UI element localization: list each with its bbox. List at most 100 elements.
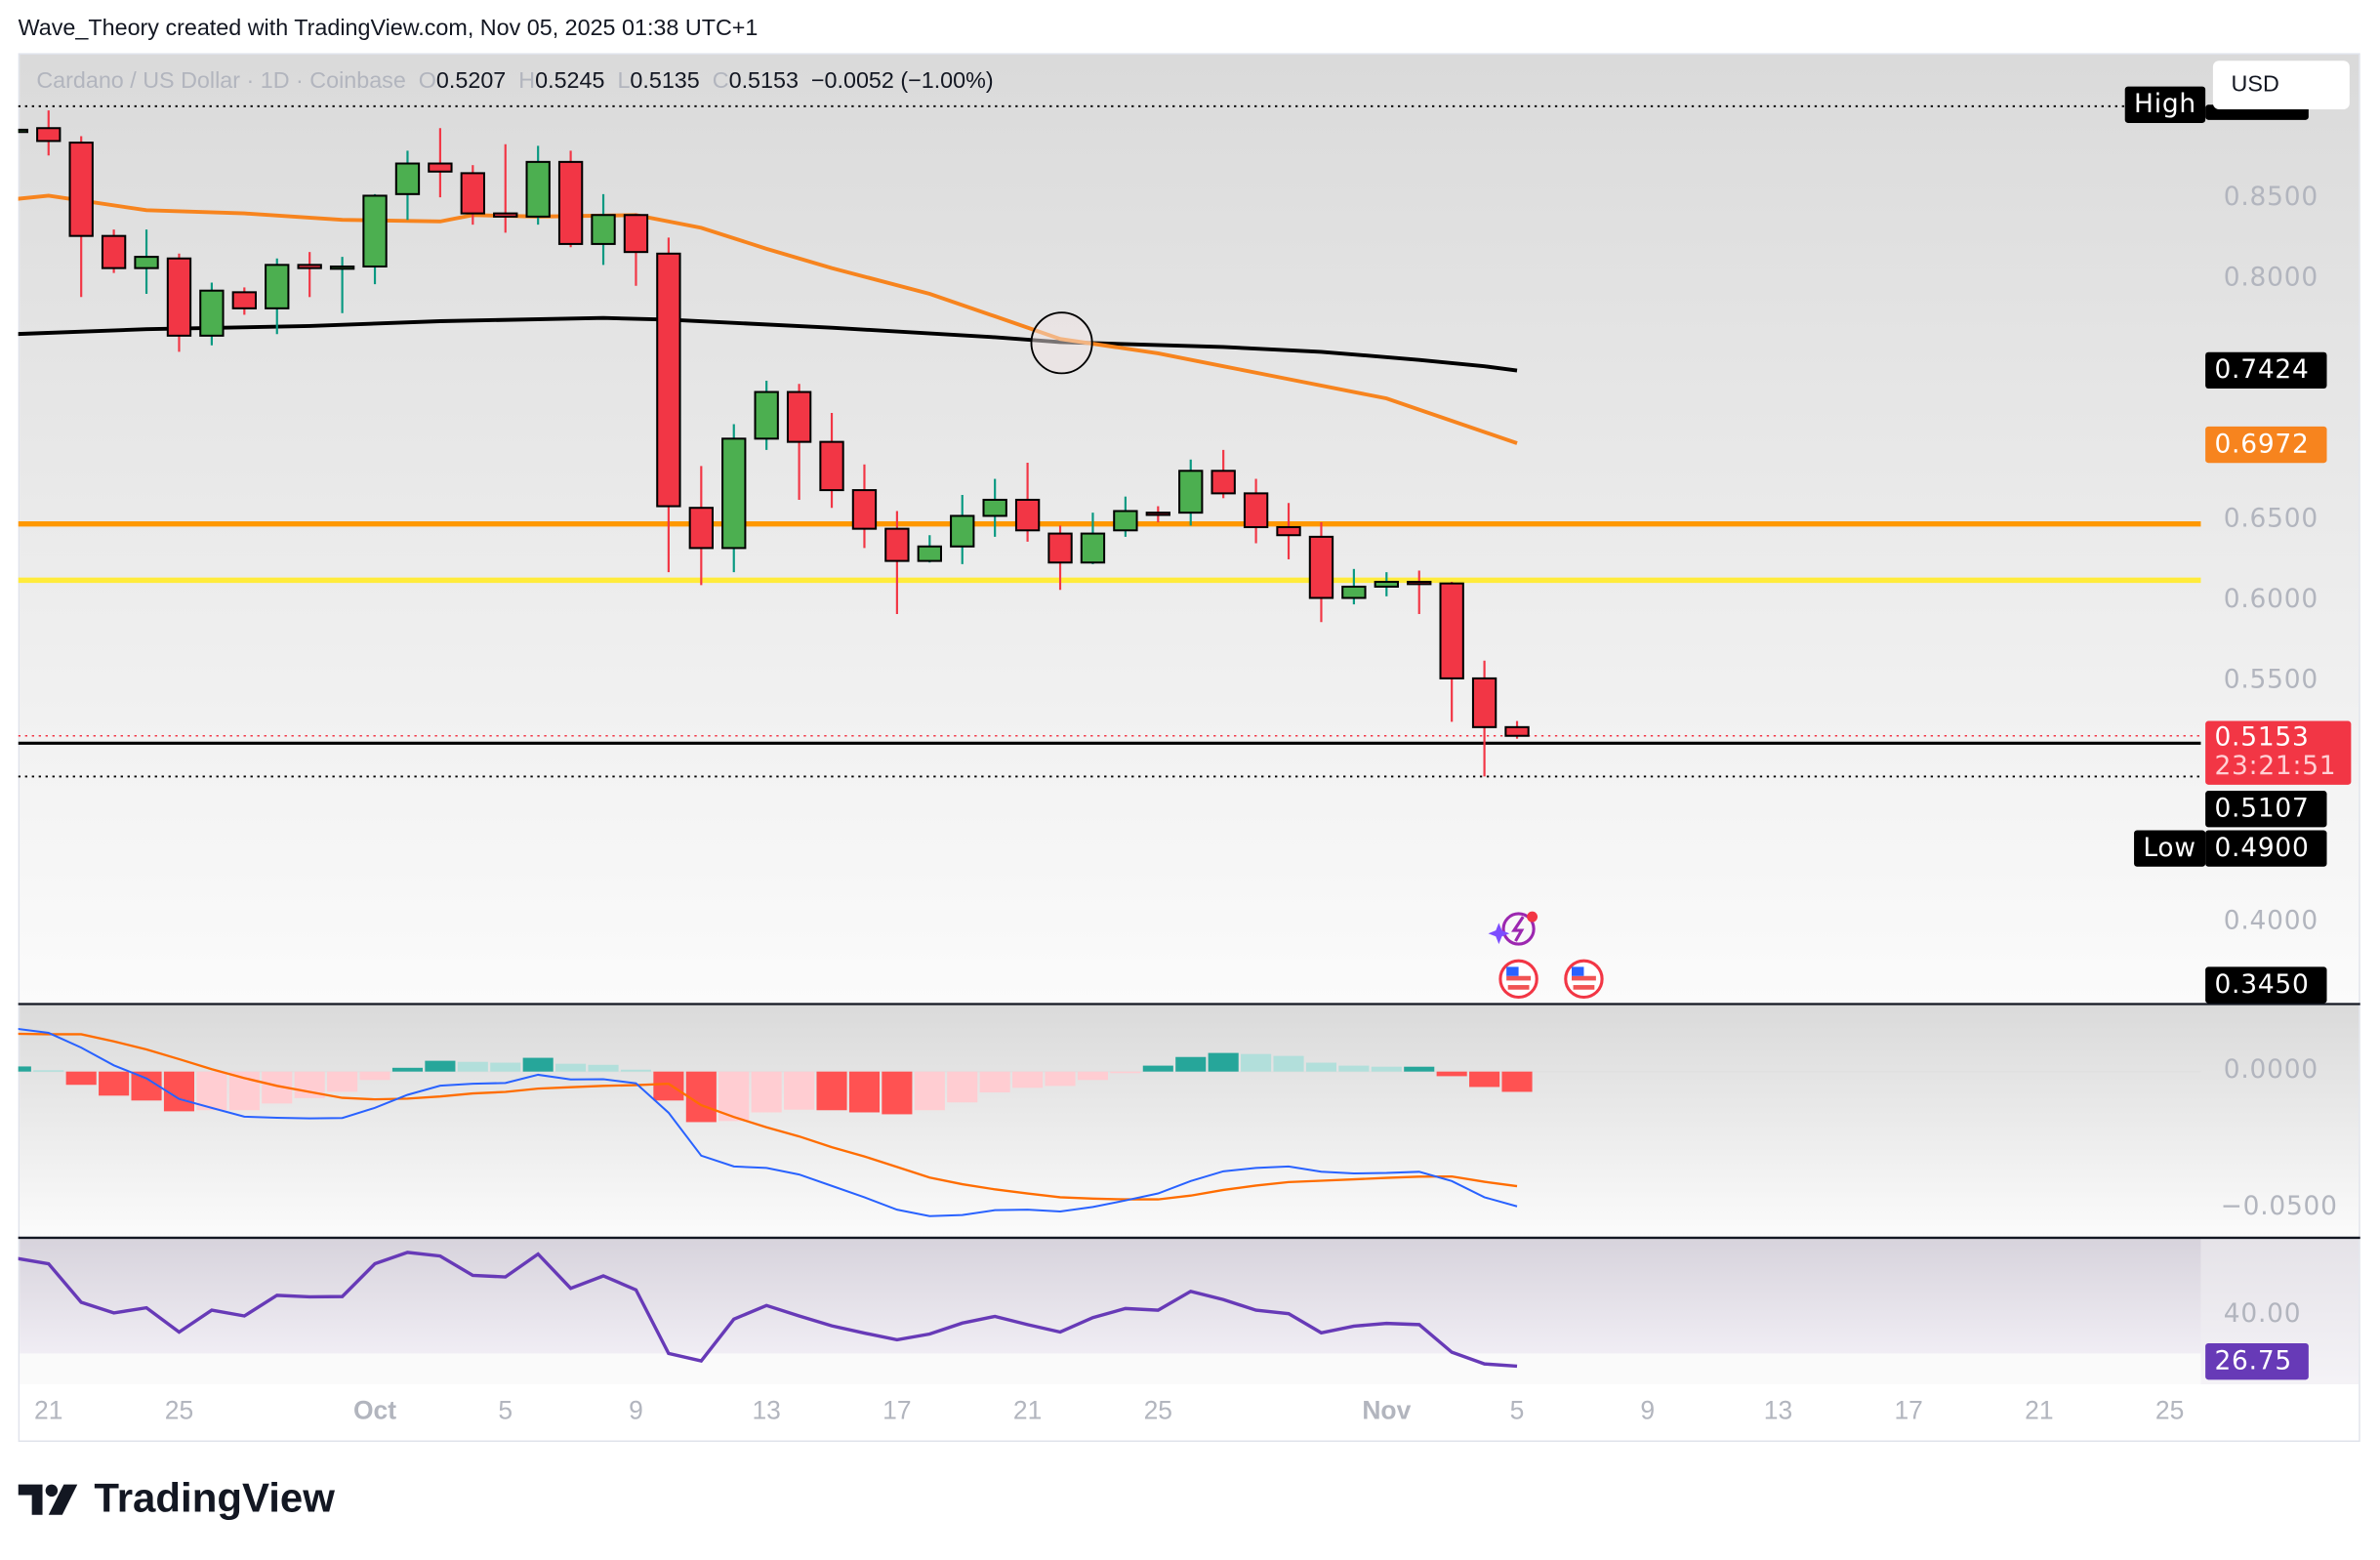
- candle: [884, 511, 910, 614]
- time-axis[interactable]: [20, 1383, 2359, 1441]
- candle-body: [362, 194, 388, 268]
- candle: [199, 282, 225, 346]
- candle-body: [819, 440, 844, 492]
- macd-histogram-bar: [620, 1069, 652, 1072]
- logo-text: TradingView: [94, 1475, 335, 1521]
- candle-body: [721, 437, 747, 550]
- time-axis-tick: 5: [498, 1396, 513, 1425]
- time-axis-tick: 13: [752, 1396, 781, 1425]
- macd-histogram-bar: [947, 1071, 978, 1103]
- macd-histogram-bar: [425, 1060, 456, 1072]
- bar-countdown: 23:21:51: [2214, 751, 2337, 782]
- candle-body: [1178, 470, 1204, 514]
- candle: [1178, 459, 1204, 526]
- macd-histogram-bar: [1338, 1065, 1370, 1072]
- macd-histogram-bar: [131, 1071, 162, 1101]
- candle-body: [297, 264, 322, 269]
- candle-body: [656, 252, 681, 508]
- us-flag-icon-canton: [1571, 966, 1584, 976]
- macd-histogram-bar: [391, 1067, 424, 1072]
- candle-body: [1439, 582, 1464, 679]
- candle: [623, 213, 649, 286]
- macd-histogram-bar: [18, 1066, 31, 1072]
- macd-axis-tick: 0.0000: [2223, 1054, 2318, 1086]
- time-axis-tick: 5: [1509, 1396, 1525, 1425]
- candle-body: [134, 256, 159, 269]
- macd-histogram-bar: [1208, 1052, 1239, 1072]
- candle: [1145, 506, 1170, 523]
- ma-fast-line: [18, 193, 1518, 445]
- candle-body: [982, 498, 1007, 517]
- price-series: [18, 104, 2201, 778]
- macd-histogram-bar: [914, 1071, 945, 1111]
- candle-body: [1014, 498, 1041, 532]
- time-axis-tick: 17: [882, 1396, 912, 1425]
- price-axis-tick: 0.6500: [2223, 504, 2318, 535]
- rsi-series: [18, 1251, 1518, 1369]
- candle-body: [950, 514, 975, 548]
- rsi-band: [20, 1238, 2201, 1354]
- last-price-label: 0.5153 23:21:51: [2205, 720, 2352, 785]
- candle: [68, 136, 94, 298]
- candle-body: [1243, 492, 1269, 528]
- event-markers[interactable]: [1488, 911, 1604, 1000]
- candle: [362, 193, 388, 285]
- macd-histogram-bar: [751, 1071, 782, 1113]
- candle: [786, 384, 812, 500]
- candle: [1374, 572, 1399, 596]
- candle: [166, 253, 192, 352]
- candle: [754, 381, 779, 450]
- macd-histogram-bar: [1501, 1071, 1533, 1092]
- candle: [656, 237, 681, 573]
- candle-body: [754, 390, 779, 440]
- time-axis-tick: 25: [2154, 1396, 2185, 1425]
- candle: [525, 145, 551, 226]
- candle-body: [493, 212, 518, 218]
- candle-body: [1080, 532, 1106, 564]
- earnings-flash-icon: [1488, 911, 1539, 946]
- symbol-legend[interactable]: Cardano / US Dollar · 1D · Coinbase O0.5…: [36, 68, 993, 94]
- candle: [36, 110, 62, 156]
- candle-body: [1341, 585, 1367, 599]
- ma-slow-price-label: 0.7424: [2205, 351, 2327, 390]
- low-tag: Low: [2134, 830, 2206, 867]
- macd-histogram-bar: [1371, 1066, 1402, 1072]
- candle: [1113, 496, 1138, 537]
- candle-body: [68, 142, 94, 237]
- time-axis-tick: 13: [1763, 1396, 1793, 1425]
- candle: [1504, 720, 1530, 739]
- price-pane[interactable]: [20, 54, 2359, 1004]
- time-axis-tick: 25: [164, 1396, 194, 1425]
- candle: [329, 257, 355, 313]
- macd-pane[interactable]: [20, 1005, 2359, 1238]
- candle-body: [525, 160, 551, 218]
- price-axis-tick: 0.5500: [2223, 665, 2318, 696]
- candle: [1439, 582, 1464, 722]
- candle-body: [623, 214, 649, 254]
- candle: [394, 150, 421, 221]
- us-flag-icon-stripe: [1571, 975, 1596, 981]
- candle-body: [18, 128, 28, 134]
- macd-histogram-bar: [1305, 1062, 1337, 1072]
- candle: [1407, 570, 1432, 614]
- macd-line: [18, 1027, 1518, 1217]
- low-label: L: [617, 67, 631, 95]
- macd-histogram-bar: [1142, 1065, 1173, 1072]
- candle: [265, 258, 290, 335]
- time-axis-tick: 9: [629, 1396, 643, 1425]
- candle-body: [1276, 525, 1301, 537]
- macd-histogram-bar: [1436, 1071, 1467, 1077]
- candle-body: [231, 291, 257, 309]
- time-axis-tick: 25: [1143, 1396, 1173, 1425]
- attribution-text: Wave_Theory created with TradingView.com…: [18, 15, 759, 41]
- rsi-value-label: 26.75: [2205, 1342, 2309, 1380]
- candle-body: [591, 214, 616, 245]
- us-flag-icon: [1564, 959, 1604, 1000]
- currency-button[interactable]: USD: [2212, 61, 2350, 109]
- price-axis-tick: 0.4000: [2223, 906, 2318, 937]
- candle: [982, 478, 1007, 537]
- tradingview-logo[interactable]: TradingView: [18, 1475, 335, 1522]
- low-value: 0.5135: [630, 67, 700, 95]
- macd-histogram-bar: [816, 1071, 847, 1111]
